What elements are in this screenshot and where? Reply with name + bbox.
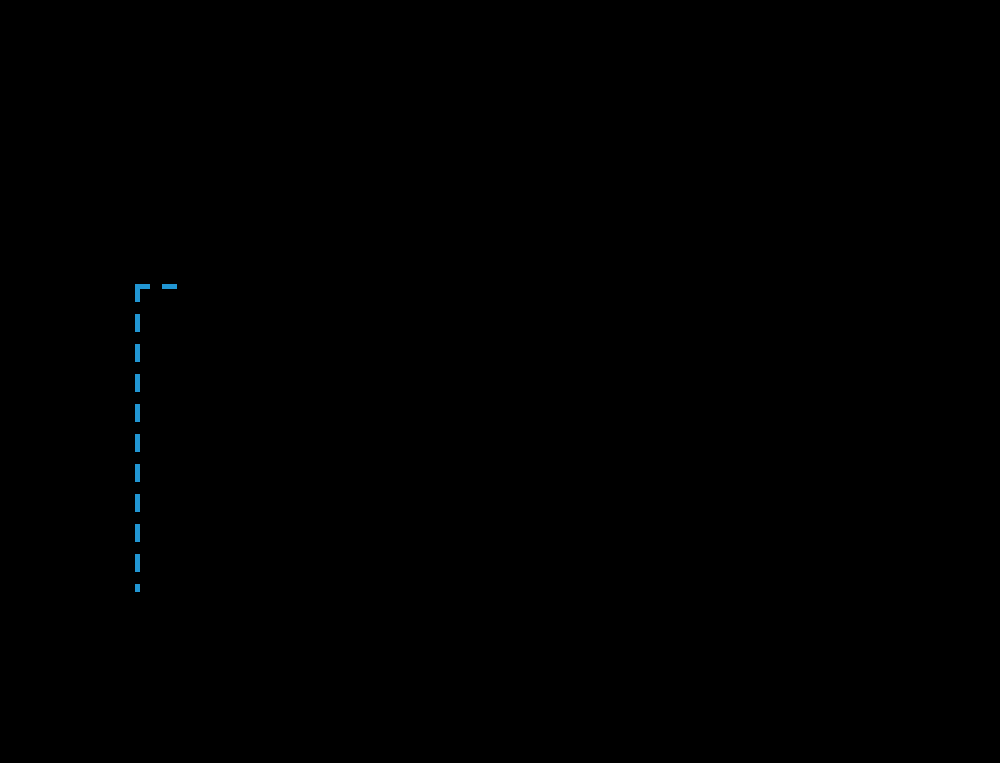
screen-root — [0, 0, 1000, 763]
canvas-surface[interactable] — [0, 0, 1000, 763]
